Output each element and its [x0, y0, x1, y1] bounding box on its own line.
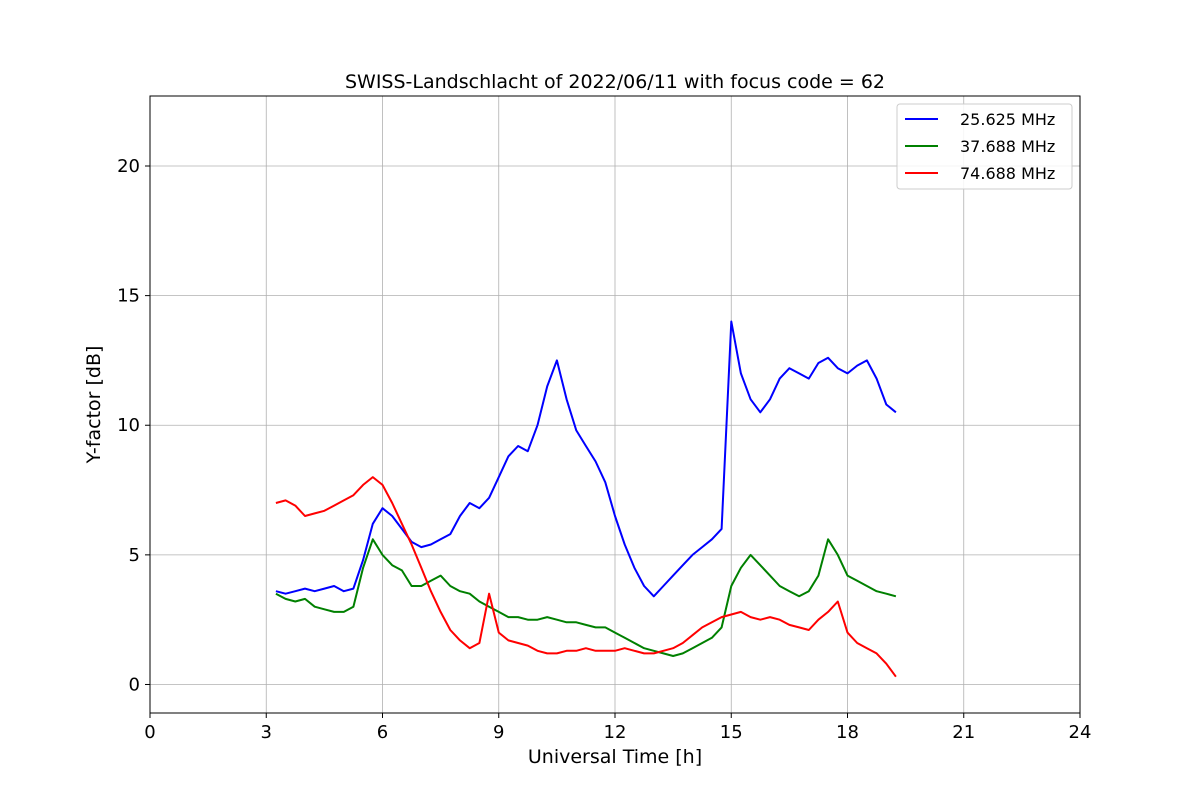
legend-label: 74.688 MHz [960, 164, 1055, 183]
legend-label: 25.625 MHz [960, 110, 1055, 129]
legend: 25.625 MHz 37.688 MHz 74.688 MHz [896, 103, 1073, 190]
series-line-74-688-mhz [275, 476, 897, 678]
x-axis-label: Universal Time [h] [528, 746, 702, 768]
legend-box [896, 103, 1073, 190]
tick-layer: 0 3 6 9 12 15 18 21 24 0 5 10 15 20 [117, 156, 1091, 743]
legend-label: 37.688 MHz [960, 137, 1055, 156]
x-tick-label: 9 [493, 722, 504, 743]
series-line-37-688-mhz [275, 538, 897, 657]
data-layer [275, 320, 897, 678]
y-tick-label: 20 [117, 156, 140, 177]
y-tick-label: 0 [129, 674, 140, 695]
series-line-25-625-mhz [275, 320, 897, 598]
x-tick-label: 12 [604, 722, 627, 743]
x-tick-label: 0 [144, 722, 155, 743]
x-tick-label: 21 [952, 722, 975, 743]
y-axis-label: Y-factor [dB] [83, 346, 105, 465]
x-tick-label: 18 [836, 722, 859, 743]
x-tick-label: 3 [261, 722, 272, 743]
chart-title: SWISS-Landschlacht of 2022/06/11 with fo… [345, 71, 885, 93]
x-tick-label: 6 [377, 722, 388, 743]
y-tick-label: 5 [129, 545, 140, 566]
y-tick-label: 10 [117, 415, 140, 436]
y-tick-label: 15 [117, 286, 140, 307]
x-tick-label: 15 [720, 722, 743, 743]
x-tick-label: 24 [1069, 722, 1092, 743]
